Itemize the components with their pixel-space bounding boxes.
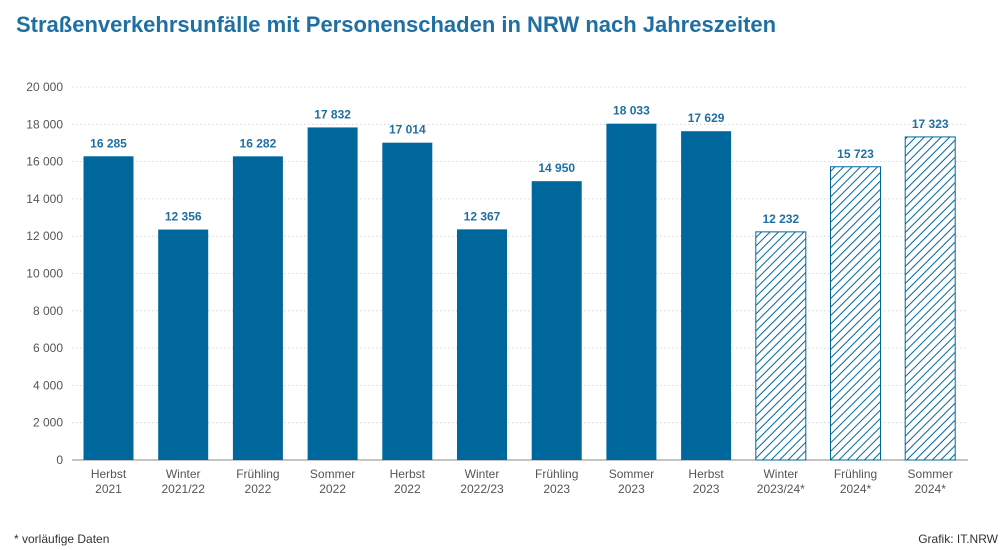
y-tick-label: 2 000 bbox=[33, 416, 63, 430]
bar bbox=[83, 156, 134, 461]
y-tick-label: 14 000 bbox=[26, 192, 63, 206]
footnote: * vorläufige Daten bbox=[14, 532, 110, 546]
bar bbox=[904, 136, 956, 461]
credit: Grafik: IT.NRW bbox=[918, 532, 998, 546]
x-tick-label: 2022 bbox=[319, 482, 346, 496]
y-tick-label: 18 000 bbox=[26, 117, 63, 131]
value-label: 16 285 bbox=[90, 136, 127, 150]
x-tick-label: Frühling bbox=[535, 467, 578, 481]
bar bbox=[531, 181, 582, 460]
y-tick-label: 8 000 bbox=[33, 304, 63, 318]
x-tick-label: 2023/24* bbox=[757, 482, 805, 496]
x-tick-label: 2024* bbox=[840, 482, 872, 496]
y-tick-label: 12 000 bbox=[26, 229, 63, 243]
bar bbox=[606, 123, 657, 461]
value-label: 17 323 bbox=[912, 117, 949, 131]
value-label: 17 832 bbox=[314, 107, 351, 121]
bar bbox=[830, 166, 881, 461]
bars bbox=[83, 123, 956, 461]
gridlines bbox=[72, 86, 968, 461]
y-tick-label: 4 000 bbox=[33, 378, 63, 392]
x-tick-label: Sommer bbox=[609, 467, 654, 481]
bar bbox=[232, 156, 283, 460]
chart-title: Straßenverkehrsunfälle mit Personenschad… bbox=[16, 12, 777, 37]
x-tick-label: 2021/22 bbox=[162, 482, 206, 496]
x-tick-label: Herbst bbox=[688, 467, 724, 481]
value-label: 17 629 bbox=[688, 111, 725, 125]
bar bbox=[681, 131, 732, 460]
x-tick-label: Herbst bbox=[390, 467, 426, 481]
value-label: 17 014 bbox=[389, 123, 426, 137]
value-label: 15 723 bbox=[837, 147, 874, 161]
bar bbox=[307, 127, 358, 460]
bar bbox=[158, 229, 209, 460]
x-tick-label: 2024* bbox=[915, 482, 947, 496]
y-tick-label: 0 bbox=[56, 453, 63, 467]
bar bbox=[457, 229, 507, 460]
x-tick-label: Sommer bbox=[908, 467, 953, 481]
x-tick-label: Winter bbox=[763, 467, 798, 481]
x-tick-label: 2023 bbox=[543, 482, 570, 496]
y-tick-label: 16 000 bbox=[26, 155, 63, 169]
x-tick-label: Winter bbox=[166, 467, 201, 481]
x-tick-label: 2022 bbox=[245, 482, 272, 496]
value-label: 12 367 bbox=[464, 209, 501, 223]
x-tick-label: 2022 bbox=[394, 482, 421, 496]
x-tick-label: 2023 bbox=[693, 482, 720, 496]
x-tick-label: 2022/23 bbox=[460, 482, 504, 496]
x-tick-label: Sommer bbox=[310, 467, 355, 481]
value-label: 12 232 bbox=[762, 212, 799, 226]
value-label: 12 356 bbox=[165, 210, 202, 224]
y-tick-label: 10 000 bbox=[26, 267, 63, 281]
value-labels: 16 285 12 356 16 282 17 832 17 014 12 367 14 9… bbox=[90, 104, 949, 226]
bar bbox=[382, 142, 433, 460]
x-tick-label: 2023 bbox=[618, 482, 645, 496]
x-axis-ticks: Herbst2021Winter2021/22Frühling2022Somme… bbox=[91, 467, 953, 496]
x-tick-label: Frühling bbox=[834, 467, 877, 481]
y-tick-label: 20 000 bbox=[26, 80, 63, 94]
x-tick-label: Herbst bbox=[91, 467, 127, 481]
value-label: 16 282 bbox=[240, 136, 277, 150]
y-axis-ticks: 0 2 000 4 000 6 000 8 000 10 000 12 000 14 000 1… bbox=[26, 80, 63, 467]
value-label: 14 950 bbox=[538, 161, 575, 175]
y-tick-label: 6 000 bbox=[33, 341, 63, 355]
x-tick-label: Winter bbox=[465, 467, 500, 481]
bar bbox=[755, 231, 807, 461]
value-label: 18 033 bbox=[613, 104, 650, 118]
x-tick-label: 2021 bbox=[95, 482, 122, 496]
x-tick-label: Frühling bbox=[236, 467, 279, 481]
